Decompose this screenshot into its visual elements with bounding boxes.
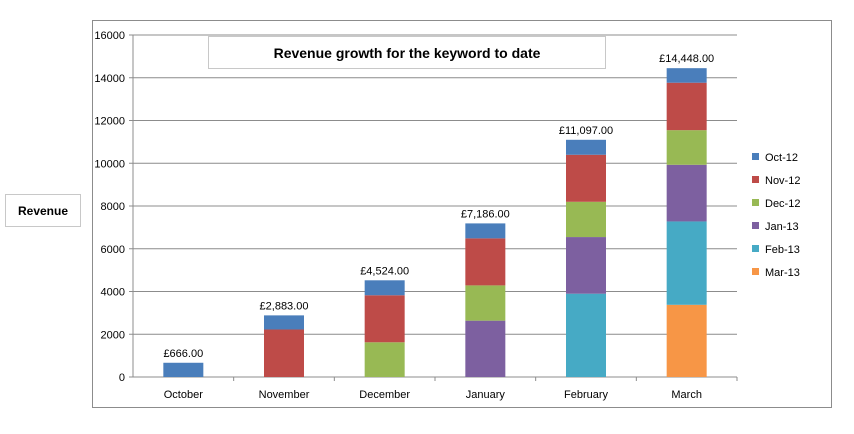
y-axis-label: Revenue [5,194,81,227]
bar-segment-nov-12 [666,82,707,131]
legend-swatch [752,268,759,275]
legend-swatch [752,245,759,252]
bar-segment-dec-12 [566,201,606,238]
legend-label: Mar-13 [765,267,800,279]
total-label: £666.00 [163,348,203,360]
x-tick-label: October [164,389,203,401]
x-tick-label: January [466,389,506,401]
bar-segment-oct-12 [163,362,204,377]
bar-segment-feb-13 [666,221,707,305]
bar-segment-nov-12 [364,295,405,343]
x-tick-label: February [564,389,609,401]
bar-segment-jan-13 [666,164,707,222]
legend-label: Dec-12 [765,198,800,210]
x-tick-label: November [259,389,310,401]
total-label: £4,524.00 [360,265,409,277]
bar-segment-nov-12 [465,238,506,286]
y-tick-label: 16000 [94,30,125,42]
legend-swatch [752,153,759,160]
chart-title: Revenue growth for the keyword to date [208,36,606,69]
total-label: £2,883.00 [260,300,309,312]
total-label: £14,448.00 [659,53,714,65]
bar-segment-mar-13 [666,304,707,377]
bar-segment-oct-12 [465,223,506,239]
legend-label: Nov-12 [765,175,800,187]
bar-segment-dec-12 [364,342,405,377]
y-tick-label: 0 [119,372,125,384]
x-tick-label: March [671,389,702,401]
y-tick-label: 12000 [94,116,125,128]
y-tick-label: 6000 [101,244,125,256]
legend-swatch [752,176,759,183]
y-tick-label: 4000 [101,287,125,299]
legend-swatch [752,199,759,206]
bar-segment-feb-13 [566,293,606,377]
bar-segment-oct-12 [566,139,606,155]
bar-segment-oct-12 [364,280,405,296]
bar-segment-dec-12 [465,285,506,321]
y-tick-label: 14000 [94,73,125,85]
total-label: £11,097.00 [559,125,613,137]
bar-segment-jan-13 [566,237,606,294]
bar-segment-nov-12 [566,154,606,202]
x-tick-label: December [359,389,410,401]
legend-label: Jan-13 [765,221,799,233]
bar-segment-jan-13 [465,320,506,377]
y-tick-label: 10000 [94,158,125,170]
total-label: £7,186.00 [461,208,510,220]
y-tick-label: 8000 [101,201,125,213]
chart-frame [92,20,832,408]
bar-segment-oct-12 [264,315,304,330]
bar-segment-dec-12 [666,130,707,165]
legend-label: Feb-13 [765,244,800,256]
bar-segment-oct-12 [666,68,707,83]
legend-swatch [752,222,759,229]
legend-label: Oct-12 [765,152,798,164]
y-tick-label: 2000 [101,329,125,341]
bar-segment-nov-12 [264,329,304,377]
